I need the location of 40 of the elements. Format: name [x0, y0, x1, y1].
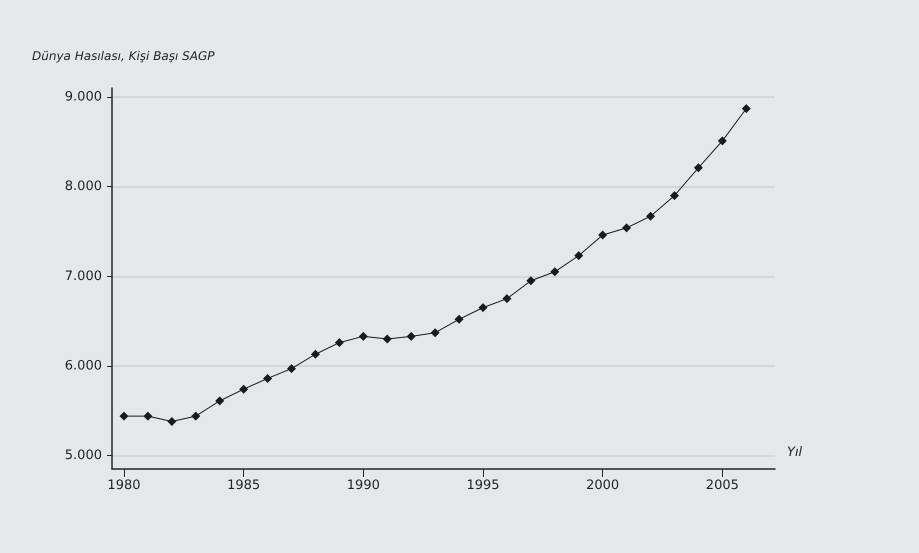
y-tick-label: 9.000: [64, 89, 102, 104]
point: [670, 191, 679, 200]
x-axis-title: Yıl: [787, 445, 803, 460]
point: [430, 328, 440, 338]
point: [358, 332, 368, 341]
x-tick-label: 1990: [346, 478, 380, 493]
point: [646, 212, 656, 221]
point: [478, 303, 488, 312]
point: [550, 267, 560, 276]
y-axis-title: Dünya Hasılası, Kişi Başı SAGP: [32, 49, 216, 63]
point: [622, 223, 632, 232]
y-tick-label: 7.000: [64, 268, 102, 284]
point: [310, 350, 320, 359]
point: [263, 374, 272, 383]
point: [742, 104, 751, 114]
point: [191, 412, 200, 421]
point: [694, 163, 703, 172]
y-tick-label: 8.000: [64, 179, 102, 194]
point: [598, 230, 608, 240]
x-tick-label: 1995: [466, 478, 500, 493]
point: [718, 136, 727, 146]
x-tick-label: 2005: [706, 478, 739, 493]
point: [143, 412, 152, 421]
y-tick-label: 5.000: [64, 448, 102, 464]
point: [239, 384, 248, 394]
point: [119, 412, 128, 421]
point: [382, 334, 392, 344]
x-tick-label: 1980: [107, 478, 141, 493]
point: [287, 364, 296, 374]
x-tick-label: 1985: [227, 478, 260, 493]
point: [406, 332, 416, 341]
point: [574, 251, 584, 260]
point: [454, 314, 464, 324]
point: [526, 276, 536, 286]
x-tick-label: 2000: [586, 478, 620, 493]
point: [334, 338, 344, 348]
point: [502, 294, 512, 304]
point: [215, 396, 224, 406]
point: [167, 416, 176, 426]
y-tick-label: 6.000: [64, 358, 102, 374]
